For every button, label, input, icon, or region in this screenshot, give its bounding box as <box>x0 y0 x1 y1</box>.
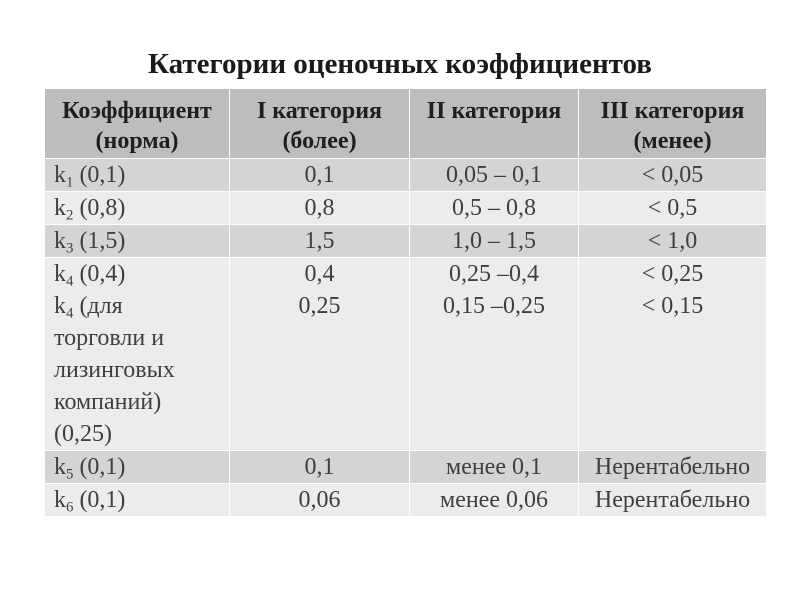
coefficient-index: 5 <box>66 466 74 483</box>
header-label: II категория <box>426 98 562 124</box>
coefficient-cell: k5 (0,1) <box>44 450 230 484</box>
coefficient-norm: (для торговли и лизинговых компаний) (0,… <box>54 293 175 447</box>
coefficient-index: 3 <box>66 240 74 257</box>
coefficient-entry: k4 (0,4) <box>54 259 215 291</box>
coefficient-symbol: k <box>54 228 66 254</box>
table-header-row: Коэффициент (норма) I категория (более) … <box>44 88 767 159</box>
coefficient-entry: k5 (0,1) <box>54 452 215 483</box>
coefficient-symbol: k <box>54 162 66 188</box>
coefficient-entry: k4 (для торговли и лизинговых компаний) … <box>54 290 215 450</box>
category-2-value: 0,05 – 0,1 <box>446 162 542 188</box>
category-1-cell: 0,06 <box>229 483 410 517</box>
category-2-cell: 0,05 – 0,1 <box>409 158 579 192</box>
coefficient-symbol: k <box>54 487 66 513</box>
coefficient-entry: k1 (0,1) <box>54 160 215 191</box>
coefficient-index: 1 <box>66 174 74 191</box>
category-1-value: 0,1 <box>304 162 335 188</box>
category-3-cell: Нерентабельно <box>578 483 767 517</box>
table-row: k1 (0,1) 0,1 0,05 – 0,1 < 0,05 <box>44 158 767 192</box>
coefficient-index: 4 <box>66 305 74 322</box>
category-1-value: 1,5 <box>304 228 335 254</box>
category-2-cell: 0,25 –0,4 0,15 –0,25 <box>409 257 579 451</box>
category-3-value: < 0,15 <box>641 293 704 319</box>
coefficient-cell: k6 (0,1) <box>44 483 230 517</box>
category-3-value: Нерентабельно <box>594 454 751 480</box>
category-1-cell: 0,1 <box>229 450 410 484</box>
coefficient-cell: k1 (0,1) <box>44 158 230 192</box>
coefficient-symbol: k <box>54 454 66 480</box>
header-cell-category-2: II категория <box>409 88 579 159</box>
category-1-cell: 0,4 0,25 <box>229 257 410 451</box>
coefficient-norm: (1,5) <box>73 228 126 254</box>
category-2-cell: 0,5 – 0,8 <box>409 191 579 225</box>
category-1-cell: 1,5 <box>229 224 410 258</box>
category-3-value: Нерентабельно <box>594 487 751 513</box>
coefficient-norm: (0,8) <box>73 195 126 221</box>
category-2-cell: менее 0,06 <box>409 483 579 517</box>
coefficient-entry: k2 (0,8) <box>54 193 215 224</box>
coefficient-entry: k3 (1,5) <box>54 226 215 257</box>
header-label: Коэффициент <box>62 98 212 124</box>
category-3-cell: < 0,05 <box>578 158 767 192</box>
header-cell-coefficient: Коэффициент (норма) <box>44 88 230 159</box>
coefficient-norm: (0,4) <box>73 261 126 287</box>
slide-title: Категории оценочных коэффициентов <box>148 48 652 80</box>
table-row: k3 (1,5) 1,5 1,0 – 1,5 < 1,0 <box>44 224 767 258</box>
category-1-value: 0,06 <box>298 487 341 513</box>
category-1-value: 0,4 <box>304 261 335 287</box>
coefficient-norm: (0,1) <box>73 454 126 480</box>
coefficient-symbol: k <box>54 261 66 287</box>
category-2-cell: 1,0 – 1,5 <box>409 224 579 258</box>
category-2-cell: менее 0,1 <box>409 450 579 484</box>
coefficient-cell: k3 (1,5) <box>44 224 230 258</box>
header-sublabel: (менее) <box>633 128 712 154</box>
category-2-value: 0,25 –0,4 <box>449 261 539 287</box>
category-1-value: 0,25 <box>298 293 341 319</box>
category-2-value: 0,5 – 0,8 <box>452 195 536 221</box>
header-label: I категория <box>256 98 383 124</box>
coefficient-norm: (0,1) <box>73 487 126 513</box>
table-row: k2 (0,8) 0,8 0,5 – 0,8 < 0,5 <box>44 191 767 225</box>
category-3-cell: < 1,0 <box>578 224 767 258</box>
coefficient-index: 2 <box>66 207 74 224</box>
category-1-value: 0,8 <box>304 195 335 221</box>
coefficient-symbol: k <box>54 293 66 319</box>
category-1-cell: 0,8 <box>229 191 410 225</box>
category-3-cell: < 0,5 <box>578 191 767 225</box>
category-2-value: менее 0,1 <box>446 454 542 480</box>
category-2-value: 1,0 – 1,5 <box>452 228 536 254</box>
header-label: III категория <box>600 98 745 124</box>
coefficient-norm: (0,1) <box>73 162 126 188</box>
category-3-value: < 0,5 <box>647 195 698 221</box>
coefficient-categories-table: Коэффициент (норма) I категория (более) … <box>44 88 767 517</box>
category-3-value: < 0,25 <box>641 261 704 287</box>
coefficient-index: 6 <box>66 499 74 516</box>
category-3-value: < 1,0 <box>647 228 698 254</box>
category-1-cell: 0,1 <box>229 158 410 192</box>
category-2-value: 0,15 –0,25 <box>443 293 545 319</box>
category-3-cell: Нерентабельно <box>578 450 767 484</box>
coefficient-symbol: k <box>54 195 66 221</box>
coefficient-entry: k6 (0,1) <box>54 485 215 516</box>
category-2-value: менее 0,06 <box>440 487 548 513</box>
header-cell-category-1: I категория (более) <box>229 88 410 159</box>
category-3-cell: < 0,25 < 0,15 <box>578 257 767 451</box>
header-sublabel: (более) <box>282 128 357 154</box>
category-3-value: < 0,05 <box>641 162 704 188</box>
header-sublabel: (норма) <box>95 128 179 154</box>
category-1-value: 0,1 <box>304 454 335 480</box>
table-row: k4 (0,4) k4 (для торговли и лизинговых к… <box>44 257 767 451</box>
header-cell-category-3: III категория (менее) <box>578 88 767 159</box>
table-row: k6 (0,1) 0,06 менее 0,06 Нерентабельно <box>44 483 767 517</box>
coefficient-cell: k4 (0,4) k4 (для торговли и лизинговых к… <box>44 257 230 451</box>
coefficient-cell: k2 (0,8) <box>44 191 230 225</box>
table-row: k5 (0,1) 0,1 менее 0,1 Нерентабельно <box>44 450 767 484</box>
coefficient-index: 4 <box>66 273 74 290</box>
